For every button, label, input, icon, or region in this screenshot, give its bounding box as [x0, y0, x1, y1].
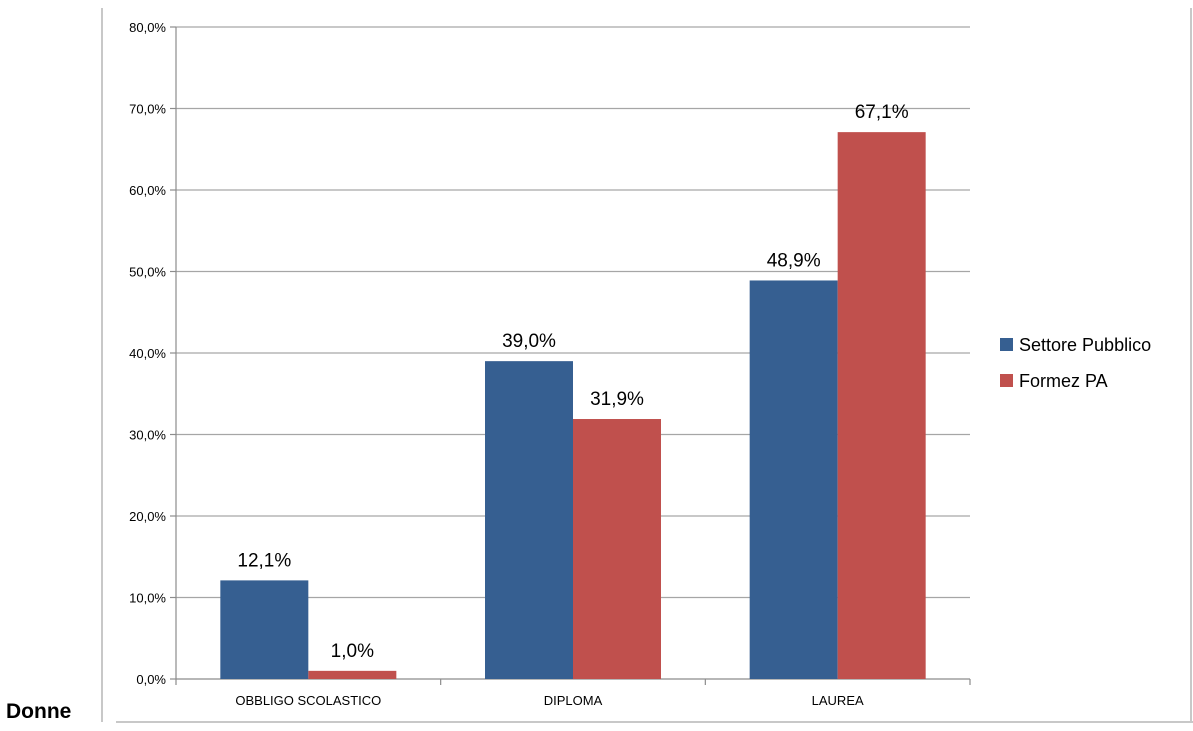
legend-swatch — [1000, 338, 1013, 351]
legend-label: Formez PA — [1019, 371, 1108, 391]
y-tick-label: 70,0% — [129, 102, 166, 117]
legend-swatch — [1000, 374, 1013, 387]
y-tick-label: 30,0% — [129, 428, 166, 443]
data-label: 1,0% — [331, 641, 374, 662]
bar — [573, 419, 661, 679]
data-label: 67,1% — [855, 102, 909, 123]
legend-label: Settore Pubblico — [1019, 335, 1151, 355]
bar — [838, 132, 926, 679]
y-tick-label: 50,0% — [129, 265, 166, 280]
y-tick-label: 10,0% — [129, 591, 166, 606]
y-tick-label: 0,0% — [136, 672, 166, 687]
x-tick-label: LAUREA — [812, 693, 864, 708]
data-label: 31,9% — [590, 389, 644, 410]
bar — [750, 280, 838, 679]
data-label: 12,1% — [237, 550, 291, 571]
side-label: Donne — [6, 700, 71, 724]
y-tick-label: 20,0% — [129, 509, 166, 524]
legend: Settore Pubblico Formez PA — [1000, 335, 1151, 391]
y-tick-label: 80,0% — [129, 20, 166, 35]
data-label: 39,0% — [502, 331, 556, 352]
x-tick-label: OBBLIGO SCOLASTICO — [235, 693, 381, 708]
data-label: 48,9% — [767, 250, 821, 271]
bar — [485, 361, 573, 679]
y-tick-label: 60,0% — [129, 183, 166, 198]
y-tick-label: 40,0% — [129, 346, 166, 361]
bar — [220, 580, 308, 679]
x-tick-label: DIPLOMA — [544, 693, 603, 708]
bar — [308, 671, 396, 679]
